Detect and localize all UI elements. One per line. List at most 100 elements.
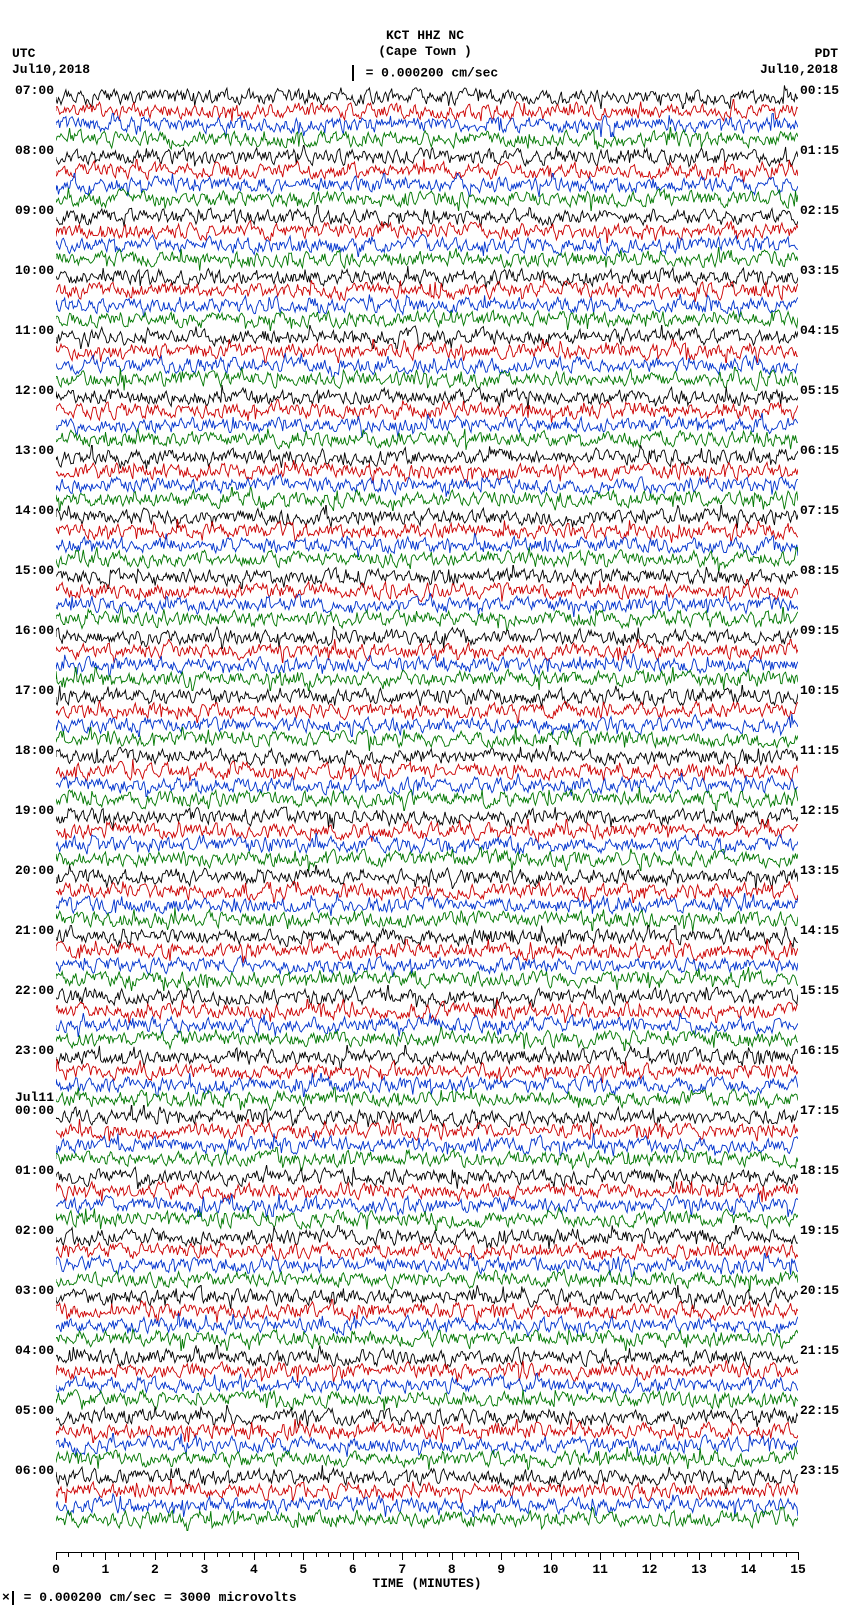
pdt-hour-label: 09:15 [798, 623, 839, 638]
station-location: (Cape Town ) [0, 44, 850, 60]
x-tick-minor [514, 1552, 515, 1557]
pdt-hour-label: 00:15 [798, 83, 839, 98]
x-tick-label: 12 [642, 1562, 658, 1577]
trace-row [56, 1272, 798, 1286]
x-tick-minor [464, 1552, 465, 1557]
x-tick-minor [489, 1552, 490, 1557]
x-tick [501, 1552, 502, 1560]
footer-bar-icon [12, 1591, 14, 1605]
x-tick-minor [365, 1552, 366, 1557]
pdt-hour-label: 02:15 [798, 203, 839, 218]
x-tick-minor [143, 1552, 144, 1557]
station-id: KCT HHZ NC [0, 28, 850, 44]
x-tick [699, 1552, 700, 1560]
x-tick [551, 1552, 552, 1560]
pdt-hour-label: 06:15 [798, 443, 839, 458]
x-tick-minor [167, 1552, 168, 1557]
trace-row [56, 372, 798, 386]
utc-hour-label: 04:00 [15, 1343, 56, 1358]
x-tick-label: 5 [299, 1562, 307, 1577]
utc-hour-label: 21:00 [15, 923, 56, 938]
x-tick-minor [118, 1552, 119, 1557]
x-tick-minor [538, 1552, 539, 1557]
trace-row [56, 852, 798, 866]
x-tick-minor [68, 1552, 69, 1557]
utc-hour-label: 12:00 [15, 383, 56, 398]
pdt-hour-label: 12:15 [798, 803, 839, 818]
pdt-hour-label: 10:15 [798, 683, 839, 698]
pdt-hour-label: 03:15 [798, 263, 839, 278]
utc-hour-label: 20:00 [15, 863, 56, 878]
utc-hour-label: 01:00 [15, 1163, 56, 1178]
x-tick [798, 1552, 799, 1560]
pdt-hour-label: 07:15 [798, 503, 839, 518]
x-tick-minor [786, 1552, 787, 1557]
x-tick-label: 13 [691, 1562, 707, 1577]
pdt-hour-label: 08:15 [798, 563, 839, 578]
x-tick-minor [378, 1552, 379, 1557]
x-tick-label: 8 [448, 1562, 456, 1577]
utc-hour-label: 05:00 [15, 1403, 56, 1418]
utc-hour-label: 23:00 [15, 1043, 56, 1058]
x-tick-minor [711, 1552, 712, 1557]
x-tick [600, 1552, 601, 1560]
pdt-hour-label: 11:15 [798, 743, 839, 758]
x-tick [402, 1552, 403, 1560]
x-tick-minor [279, 1552, 280, 1557]
x-tick-label: 6 [349, 1562, 357, 1577]
x-tick-minor [637, 1552, 638, 1557]
x-tick-minor [476, 1552, 477, 1557]
utc-hour-label: 15:00 [15, 563, 56, 578]
trace-row [56, 672, 798, 686]
x-tick-minor [588, 1552, 589, 1557]
x-tick-minor [613, 1552, 614, 1557]
pdt-hour-label: 20:15 [798, 1283, 839, 1298]
utc-hour-label: 19:00 [15, 803, 56, 818]
pdt-hour-label: 17:15 [798, 1103, 839, 1118]
trace-row [56, 1392, 798, 1406]
utc-hour-label: 03:00 [15, 1283, 56, 1298]
x-tick-label: 2 [151, 1562, 159, 1577]
x-tick-minor [316, 1552, 317, 1557]
x-tick-label: 4 [250, 1562, 258, 1577]
x-tick [303, 1552, 304, 1560]
x-tick-minor [192, 1552, 193, 1557]
pdt-hour-label: 04:15 [798, 323, 839, 338]
scale-indicator: = 0.000200 cm/sec [0, 65, 850, 81]
utc-hour-label: 02:00 [15, 1223, 56, 1238]
tz-right-date: Jul10,2018 [760, 62, 838, 78]
scale-label: = 0.000200 cm/sec [358, 66, 498, 81]
seismogram-plot: 07:0000:1508:0001:1509:0002:1510:0003:15… [56, 88, 798, 1548]
tz-left-date: Jul10,2018 [12, 62, 90, 78]
x-tick-minor [427, 1552, 428, 1557]
utc-hour-label: 14:00 [15, 503, 56, 518]
pdt-hour-label: 16:15 [798, 1043, 839, 1058]
trace-row [56, 732, 798, 746]
x-tick-minor [229, 1552, 230, 1557]
trace-row [56, 1512, 798, 1526]
trace-row [56, 552, 798, 566]
x-tick [353, 1552, 354, 1560]
x-axis-title: TIME (MINUTES) [56, 1576, 798, 1591]
x-tick-minor [761, 1552, 762, 1557]
utc-hour-label: 08:00 [15, 143, 56, 158]
x-tick-minor [662, 1552, 663, 1557]
x-tick-minor [291, 1552, 292, 1557]
footer-text-after: 3000 microvolts [180, 1590, 297, 1605]
trace-row [56, 252, 798, 266]
x-tick-minor [328, 1552, 329, 1557]
x-tick-minor [773, 1552, 774, 1557]
trace-waveform [56, 1507, 798, 1531]
x-tick-minor [81, 1552, 82, 1557]
x-tick [650, 1552, 651, 1560]
x-tick-minor [526, 1552, 527, 1557]
x-tick-minor [266, 1552, 267, 1557]
x-tick-minor [390, 1552, 391, 1557]
utc-hour-label: 17:00 [15, 683, 56, 698]
trace-row [56, 972, 798, 986]
x-tick [105, 1552, 106, 1560]
trace-row [56, 132, 798, 146]
x-tick-minor [439, 1552, 440, 1557]
x-tick-label: 14 [741, 1562, 757, 1577]
x-tick [56, 1552, 57, 1560]
